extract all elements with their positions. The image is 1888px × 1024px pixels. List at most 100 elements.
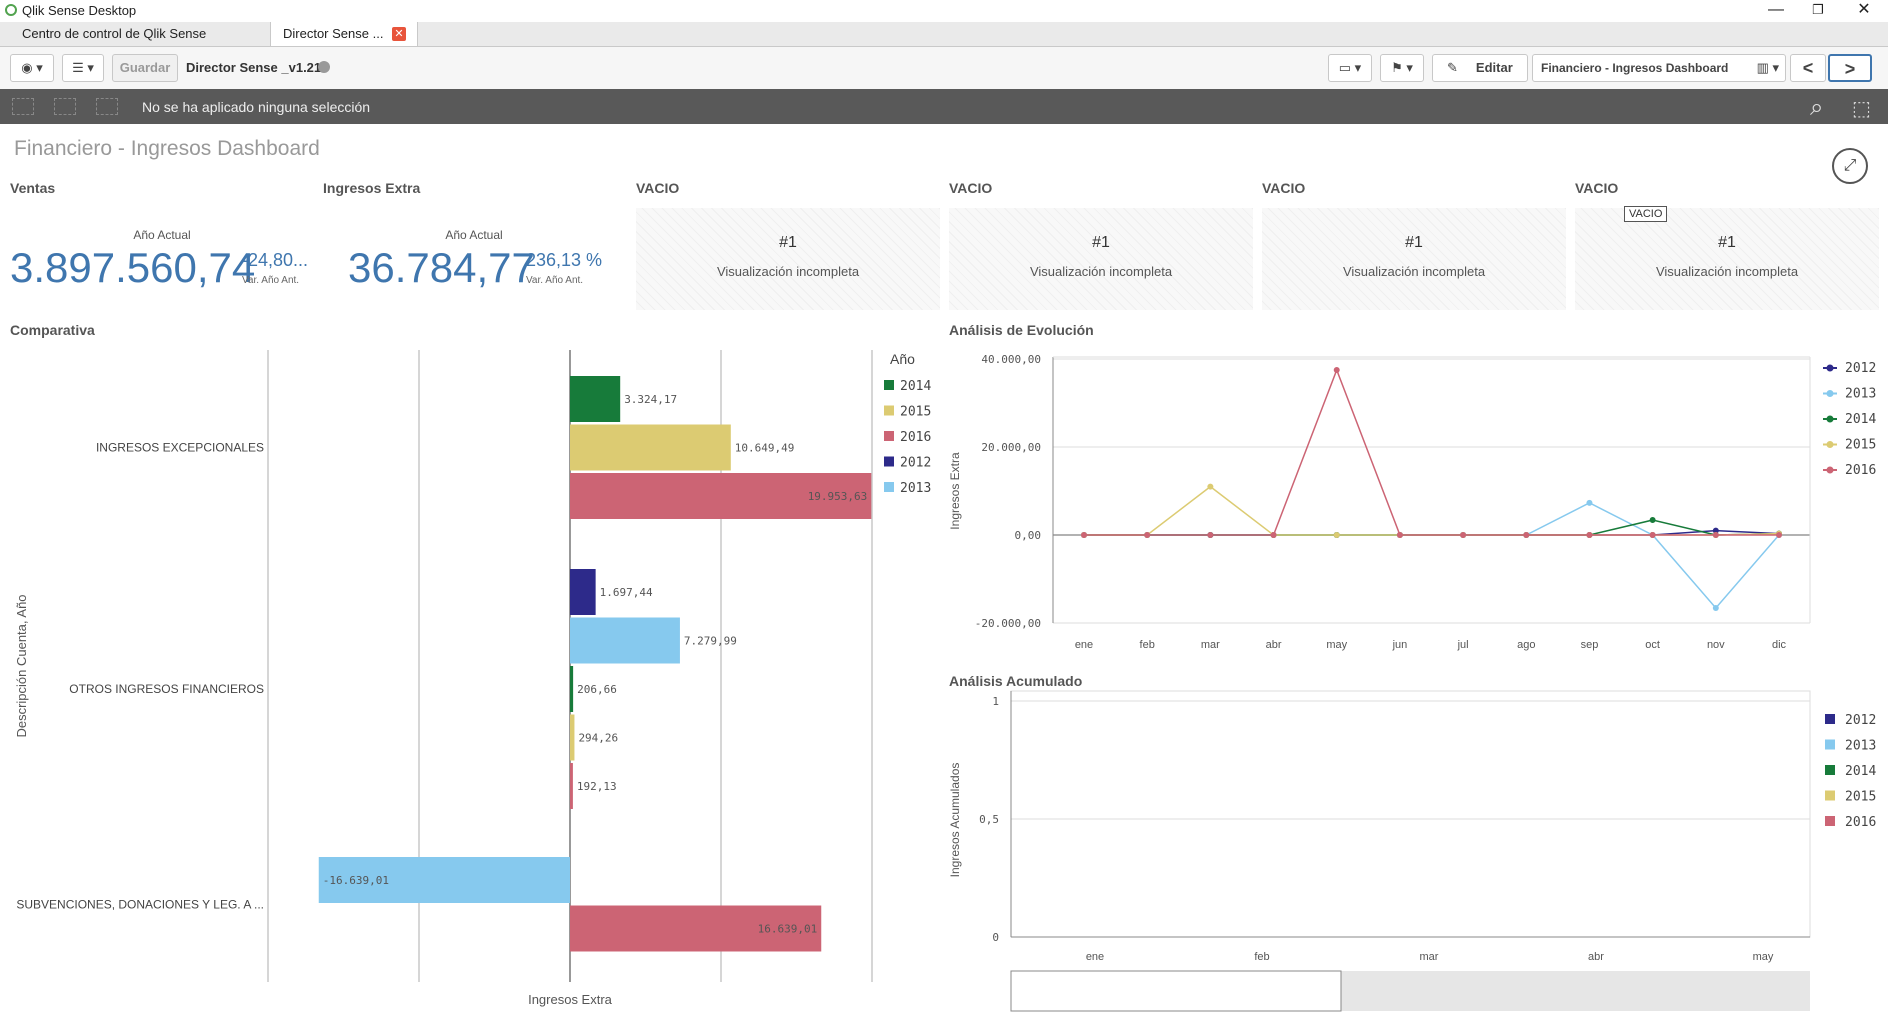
legend-label-2012: 2012 <box>900 456 931 471</box>
series-point-2016 <box>1523 532 1530 538</box>
sheet-selector[interactable]: Financiero - Ingresos Dashboard ▥ ▾ <box>1532 54 1786 82</box>
bar-2015 <box>570 424 731 471</box>
empty-object-2[interactable]: #1 Visualización incompleta <box>949 208 1253 310</box>
y-tick-label: 20.000,00 <box>981 441 1041 454</box>
comparativa-chart[interactable]: INGRESOS EXCEPCIONALES 3.324,17 10.649,49 1… <box>0 340 945 1020</box>
series-point-2014 <box>1649 517 1656 524</box>
step-back-icon[interactable] <box>12 98 34 115</box>
legend-marker-2014 <box>1826 415 1834 423</box>
legend-label-2014: 2014 <box>1845 764 1876 779</box>
bar-2013 <box>318 857 570 903</box>
series-point-2016 <box>1207 532 1214 538</box>
legend-swatch-2015 <box>884 405 894 416</box>
legend-swatch-2013 <box>1825 739 1835 750</box>
x-tick-label: abr <box>1266 639 1282 651</box>
series-point-2016 <box>1712 532 1719 538</box>
previous-sheet-button[interactable]: < <box>1790 54 1826 82</box>
legend-swatch-2013 <box>884 482 894 492</box>
selection-status: No se ha aplicado ninguna selección <box>142 99 371 115</box>
legend-label-2014: 2014 <box>1845 412 1876 427</box>
storytelling-button[interactable]: ▭ ▾ <box>1328 54 1372 82</box>
edit-button[interactable]: ✎ Editar <box>1432 54 1528 82</box>
acumulado-chart[interactable]: 1 0,5 0 ene feb mar abr may Ingresos Acumulados 2… <box>945 690 1888 1020</box>
x-axis-label: Ingresos Extra <box>528 992 613 1007</box>
close-window-button[interactable]: ✕ <box>1857 1 1871 18</box>
x-tick-label: oct <box>1645 639 1660 651</box>
minimize-button[interactable]: — <box>1768 1 1784 18</box>
kpi-ventas-title: Ventas <box>10 180 56 196</box>
empty-object-3[interactable]: #1 Visualización incompleta <box>1262 208 1566 310</box>
selections-tool-icon[interactable]: ⬚ <box>1852 98 1871 120</box>
bar-value-label: 206,66 <box>577 683 617 696</box>
empty-object-4[interactable]: #1 Visualización incompleta <box>1575 208 1879 310</box>
legend-label-2013: 2013 <box>1845 387 1876 402</box>
empty-object-message: Visualización incompleta <box>716 264 860 279</box>
legend-swatch-2014 <box>1825 765 1835 775</box>
empty-object-number: #1 <box>1718 234 1736 251</box>
global-menu-button[interactable]: ◉ ▾ <box>10 54 54 82</box>
bar-2015 <box>570 714 575 761</box>
bar-2016 <box>570 763 573 809</box>
series-point-2016 <box>1586 532 1593 538</box>
legend-label-2016: 2016 <box>1845 463 1876 478</box>
kpi-ingresos-value[interactable]: 36.784,77 <box>348 244 535 291</box>
next-sheet-button[interactable]: > <box>1828 54 1872 82</box>
clear-selections-icon[interactable] <box>96 98 118 115</box>
series-point-2016 <box>1333 367 1340 373</box>
kpi-ventas-value[interactable]: 3.897.560,74 <box>10 244 256 291</box>
legend-label-2016: 2016 <box>900 430 931 445</box>
acumulado-title: Análisis Acumulado <box>949 673 1083 689</box>
restore-button[interactable]: ❐ <box>1812 2 1824 17</box>
x-tick-label: jun <box>1392 639 1408 651</box>
y-axis-label: Descripción Cuenta, Año <box>14 594 29 737</box>
empty-object-number: #1 <box>1405 234 1423 251</box>
legend-label-2015: 2015 <box>900 405 931 420</box>
bar-value-label: -16.639,01 <box>323 874 389 887</box>
legend-swatch-2015 <box>1825 790 1835 801</box>
step-forward-icon[interactable] <box>54 98 76 115</box>
bar-value-label: 1.697,44 <box>600 586 653 599</box>
evolucion-title: Análisis de Evolución <box>949 322 1094 338</box>
series-line-2015 <box>1084 485 1780 536</box>
legend-swatch-2012 <box>884 456 894 467</box>
empty-object-message: Visualización incompleta <box>1029 264 1173 279</box>
kpi-ingresos-variation: 236,13 % <box>526 250 603 270</box>
bookmarks-button[interactable]: ⚑ ▾ <box>1380 54 1424 82</box>
legend-label-2013: 2013 <box>900 481 931 496</box>
app-overview-button[interactable]: ☰ ▾ <box>62 54 104 82</box>
close-tab-icon[interactable]: ✕ <box>392 27 406 41</box>
search-icon[interactable]: ⌕ <box>1810 94 1824 121</box>
fullscreen-icon[interactable]: ⤢ <box>1832 148 1868 184</box>
legend-label-2013: 2013 <box>1845 739 1876 754</box>
save-button[interactable]: Guardar <box>112 54 178 82</box>
series-point-2013 <box>1586 499 1593 506</box>
kpi-ventas-label: Año Actual <box>133 228 191 242</box>
kpi-ingresos-variation-label: Var. Año Ant. <box>526 275 584 286</box>
kpi-ventas-variation-label: Var. Año Ant. <box>242 275 300 286</box>
series-point-2015 <box>1207 483 1214 490</box>
series-point-2016 <box>1460 532 1467 538</box>
x-tick-label: nov <box>1707 639 1725 651</box>
x-tick-label: may <box>1753 951 1774 963</box>
bar-2014 <box>570 376 621 422</box>
series-point-2015 <box>1333 532 1340 538</box>
empty-object-1[interactable]: #1 Visualización incompleta <box>636 208 940 310</box>
x-tick-label: mar <box>1201 639 1220 651</box>
kpi-ingresos-label: Año Actual <box>445 228 503 242</box>
bar-value-label: 7.279,99 <box>684 635 737 648</box>
bar-value-label: 192,13 <box>577 780 617 793</box>
app-info-icon[interactable] <box>318 61 330 73</box>
empty-object-title-1: VACIO <box>636 180 680 196</box>
bar-value-label: 294,26 <box>578 732 618 745</box>
bar-2012 <box>570 569 596 615</box>
category-label: SUBVENCIONES, DONACIONES Y LEG. A ... <box>16 897 264 911</box>
category-label: OTROS INGRESOS FINANCIEROS <box>69 682 264 696</box>
comparativa-title: Comparativa <box>10 322 95 338</box>
tab-hub[interactable]: Centro de control de Qlik Sense Desktop <box>10 22 266 65</box>
empty-object-title-3: VACIO <box>1262 180 1306 196</box>
empty-object-title-2: VACIO <box>949 180 993 196</box>
y-tick-label: -20.000,00 <box>975 617 1041 630</box>
legend-label-2012: 2012 <box>1845 713 1876 728</box>
evolucion-chart[interactable]: 40.000,00 20.000,00 0,00 -20.000,00 ene feb ma… <box>945 340 1888 660</box>
plot-area <box>1010 690 1811 938</box>
